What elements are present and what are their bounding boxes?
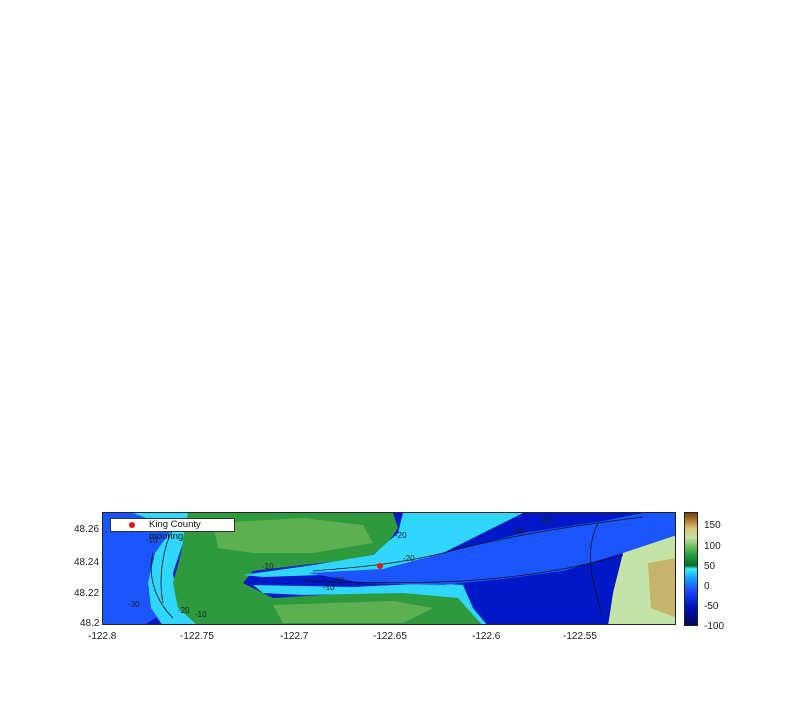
contour-line (302, 554, 624, 583)
contour-line (312, 516, 644, 572)
contour-label: -30 (128, 600, 140, 609)
mooring-marker (377, 563, 383, 569)
contour-line (150, 552, 174, 619)
x-tick-label: -122.65 (373, 631, 407, 642)
contour-label: -20 (540, 516, 552, 525)
colorbar-tick-label: -100 (704, 621, 725, 632)
contour-label: -10 (146, 536, 158, 545)
contour-line (160, 527, 174, 604)
map-frame (102, 512, 676, 625)
x-tick-label: -122.8 (88, 631, 117, 642)
y-tick-label: 48.22 (74, 588, 100, 599)
channel-fringe (243, 513, 523, 577)
y-tick-label: 48.2 (80, 618, 100, 629)
main-channel (308, 513, 675, 585)
contour-line (589, 522, 604, 619)
bathymetry-map (103, 513, 675, 624)
contour-label: -10 (323, 583, 335, 592)
contour-label: -10 (195, 610, 207, 619)
x-tick-label: -122.7 (280, 631, 309, 642)
colorbar-tick-label: 150 (704, 520, 721, 531)
west-shallows (103, 513, 183, 624)
colorbar-tick-label: 100 (704, 541, 721, 552)
west-land-highlight (213, 518, 373, 553)
west-cyan-band (133, 513, 197, 624)
south-land-highlight (273, 601, 433, 623)
legend-marker-icon (129, 522, 135, 528)
colorbar-tick-label: 0 (704, 581, 710, 592)
colorbar-tick-label: -50 (704, 601, 719, 612)
legend-label: King County mooring (149, 519, 201, 542)
y-tick-label: 48.24 (74, 557, 100, 568)
colorbar-tick-label: 50 (704, 561, 716, 572)
contour-label: -20 (395, 531, 407, 540)
contour-label: -20 (178, 606, 190, 615)
x-tick-label: -122.55 (563, 631, 597, 642)
colorbar (684, 512, 698, 626)
y-tick-label: 48.26 (74, 524, 100, 535)
contour-label: -30 (333, 576, 345, 585)
channel-south-fringe (253, 583, 487, 624)
contour-label: -10 (262, 562, 274, 571)
contour-label: -30 (512, 527, 524, 536)
x-tick-label: -122.75 (180, 631, 214, 642)
contour-label: -20 (403, 554, 415, 563)
legend: King County mooring (110, 518, 235, 542)
east-land-high (648, 558, 675, 618)
x-tick-label: -122.6 (472, 631, 501, 642)
